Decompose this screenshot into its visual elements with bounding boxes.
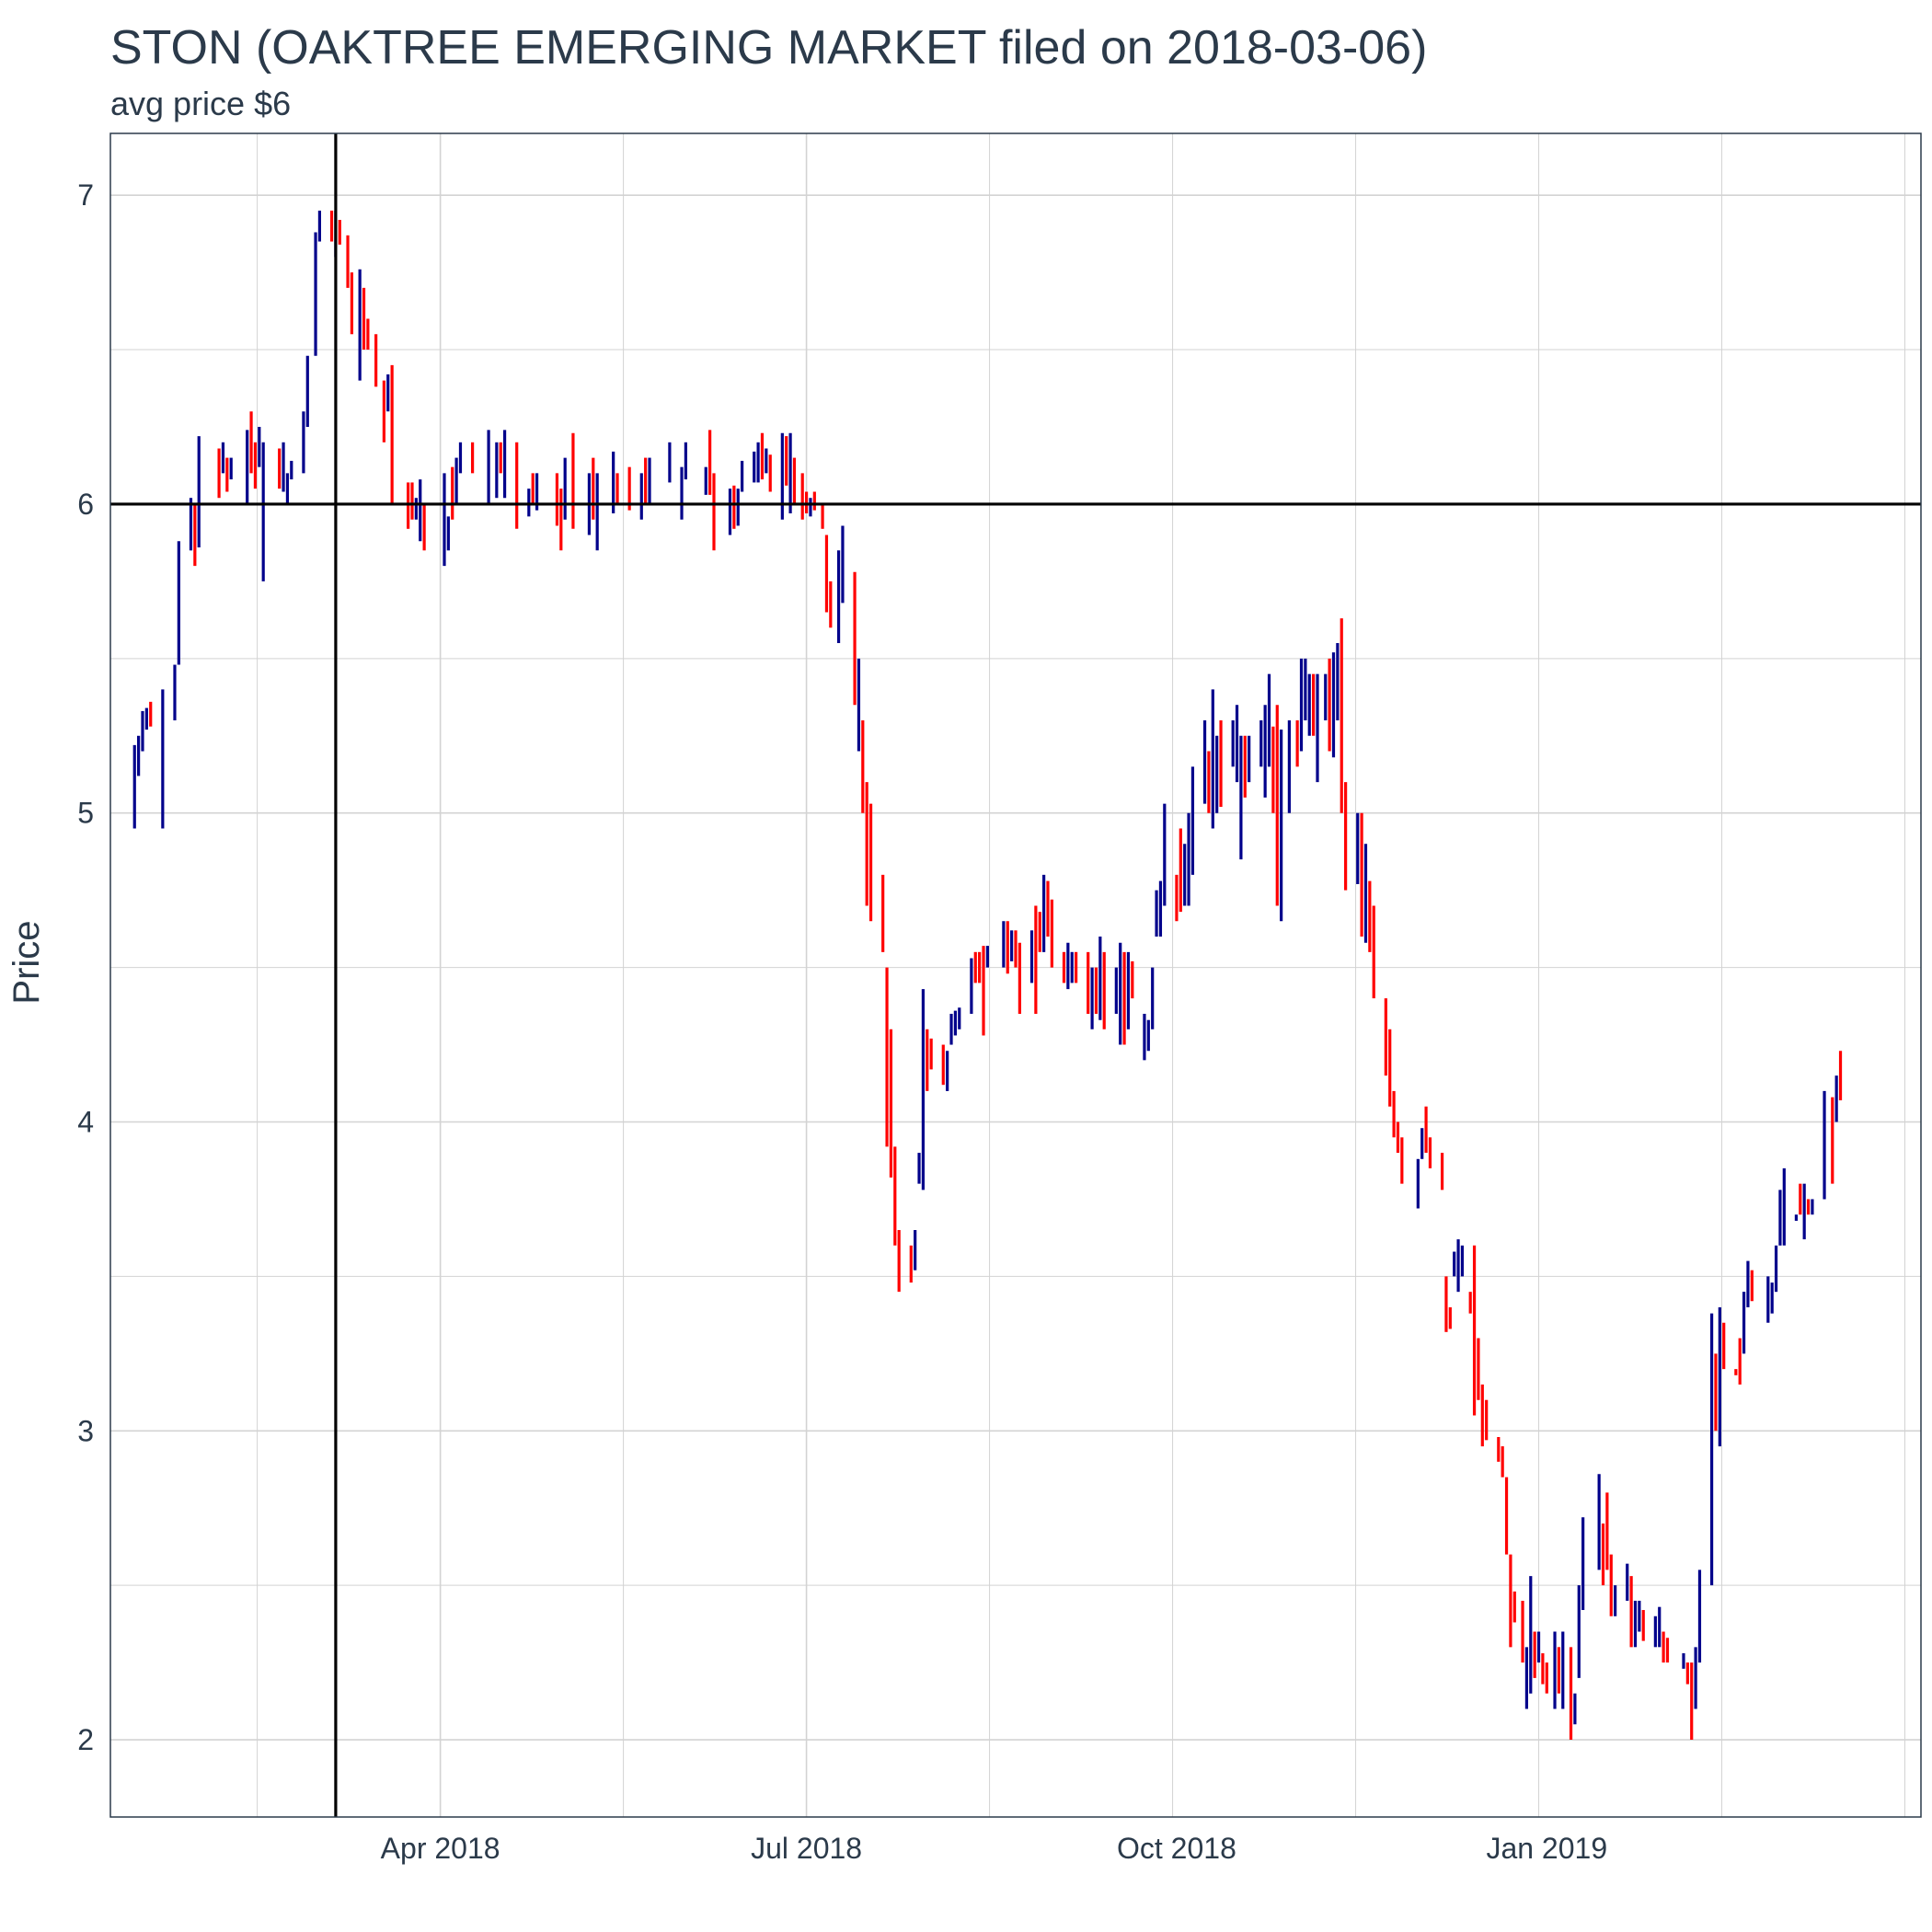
y-tick-label: 3 [77,1414,94,1447]
y-tick-label: 6 [77,488,94,521]
y-axis: 2 3 4 5 6 7 [77,178,94,1756]
chart-subtitle: avg price $6 [110,85,292,122]
y-tick-label: 4 [77,1105,94,1138]
x-tick-label: Jan 2019 [1486,1832,1607,1865]
grid [110,133,1921,1817]
reference-lines [110,133,1921,1817]
y-tick-label: 2 [77,1723,94,1756]
x-tick-label: Apr 2018 [381,1832,500,1865]
x-axis: Apr 2018 Jul 2018 Oct 2018 Jan 2019 [381,1832,1607,1865]
plot-frame [109,132,1922,1818]
y-axis-title: Price [6,920,47,1004]
x-tick-label: Oct 2018 [1117,1832,1236,1865]
x-tick-label: Jul 2018 [751,1832,862,1865]
price-bars [132,210,1843,1741]
y-tick-label: 7 [77,178,94,212]
y-tick-label: 5 [77,797,94,830]
chart-title: STON (OAKTREE EMERGING MARKET filed on 2… [110,21,1428,75]
